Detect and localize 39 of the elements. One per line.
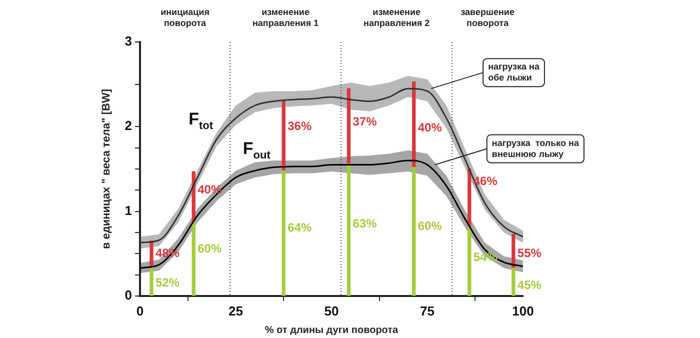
bar [346,164,351,296]
x-tick-label: 75 [420,303,434,318]
annotation: 64% [288,220,312,235]
annotation: 36% [288,118,312,133]
bar [412,81,416,168]
annotation: нагрузка на обе лыжи [488,62,540,83]
x-tick-label: 50 [324,303,339,318]
x-axis-title: % от длины дуги поворота [264,324,399,336]
text: инициация поворота [160,6,210,28]
annotation: 60% [418,218,442,233]
text: изменение направления 2 [364,6,430,28]
y-axis-title: в единицах " веса тела" [BW] [100,88,113,250]
annotation: 40% [418,120,442,135]
bar [468,226,472,296]
y-tick-label: 0 [124,288,132,303]
bar [150,266,154,296]
bar [512,268,516,296]
text: изменение направления 1 [252,6,319,28]
bar [412,166,416,296]
annotation: 37% [352,114,378,129]
annotation: 55% [517,246,542,260]
bar [192,221,196,296]
bar [282,170,286,296]
x-tick-label: 0 [136,303,144,318]
annotation: 45% [517,278,542,292]
bar [512,234,516,268]
x-tick-label: 100 [512,303,534,318]
annotation: 60% [198,242,222,256]
y-tick-label: 2 [124,118,132,134]
annotation: 63% [352,216,378,230]
bar [346,88,351,164]
y-tick-label: 3 [124,34,132,49]
annotation: нагрузка только на внешнюю лыжу [492,138,580,159]
text: завершение поворота [460,6,514,28]
annotation: 52% [155,276,180,290]
bar [282,100,286,172]
y-tick-label: 1 [124,202,132,218]
annotation: 40% [198,182,222,196]
x-tick-label: 25 [228,303,243,318]
